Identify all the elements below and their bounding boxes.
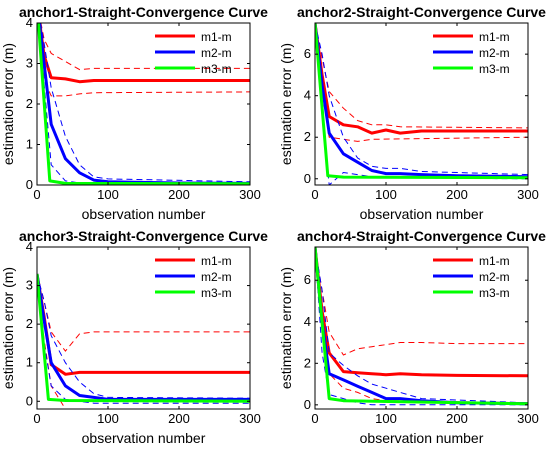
- x-tick-label: 200: [168, 411, 190, 426]
- x-axis-label: observation number: [82, 430, 206, 446]
- x-axis-label: observation number: [360, 430, 484, 446]
- legend: m1-m m2-m m3-m: [155, 254, 232, 300]
- series-m1-m-upper-bound: [315, 23, 528, 129]
- plot-lines: [37, 23, 250, 185]
- plot-lines: [37, 273, 250, 409]
- x-tick-label: 100: [97, 187, 119, 202]
- legend: m1-m m2-m m3-m: [433, 254, 510, 300]
- y-tick-label: 4: [26, 15, 33, 30]
- legend-label-m1-m: m1-m: [201, 30, 232, 44]
- y-tick-label: 2: [304, 355, 311, 370]
- legend-label-m1-m: m1-m: [479, 30, 510, 44]
- x-tick-label: 200: [446, 411, 468, 426]
- axes-frame: [314, 22, 529, 186]
- chart-title: anchor3-Straight-Convergence Curve: [19, 228, 268, 244]
- y-tick-label: 2: [26, 316, 33, 331]
- x-tick-label: 200: [168, 187, 190, 202]
- x-tick-label: 300: [239, 411, 261, 426]
- legend-label-m2-m: m2-m: [479, 270, 510, 284]
- x-tick-label: 100: [97, 411, 119, 426]
- legend-label-m1-m: m1-m: [479, 254, 510, 268]
- x-tick-label: 100: [375, 187, 397, 202]
- y-tick-label: 1: [26, 137, 33, 152]
- series-m2-m-upper-bound: [40, 23, 250, 183]
- y-tick-label: 4: [304, 314, 311, 329]
- legend-label-m2-m: m2-m: [201, 46, 232, 60]
- axes-frame: [314, 246, 529, 410]
- y-tick-label: 2: [26, 96, 33, 111]
- series-m2-m-lower-bound: [315, 247, 528, 406]
- series-m1-m-upper-bound: [315, 247, 528, 356]
- series-m2-m-line: [37, 273, 250, 401]
- plot-area: [37, 247, 250, 409]
- plot-lines: [315, 247, 528, 406]
- series-m3-m-line: [315, 23, 528, 180]
- legend-label-m3-m: m3-m: [479, 62, 510, 76]
- x-tick-label: 200: [446, 187, 468, 202]
- chart-title: anchor4-Straight-Convergence Curve: [297, 228, 546, 244]
- series-m1-m-line: [38, 23, 250, 84]
- x-tick-label: 0: [33, 187, 40, 202]
- chart-panel-2: 0 100 200 300 0 2 4 6 anchor2-Straight-Convergen…: [278, 4, 546, 222]
- series-m2-m-upper-bound: [37, 273, 250, 399]
- x-tick-label: 300: [517, 411, 539, 426]
- y-tick-label: 0: [304, 171, 311, 186]
- series-m2-m-upper-bound: [315, 23, 528, 176]
- series-m1-m-upper-bound: [37, 273, 250, 352]
- y-tick-label: 4: [304, 88, 311, 103]
- y-tick-label: 3: [26, 56, 33, 71]
- y-tick-label: 3: [26, 278, 33, 293]
- x-tick-label: 0: [311, 411, 318, 426]
- plot-area: [37, 23, 250, 185]
- y-tick-label: 6: [304, 46, 311, 61]
- x-tick-label: 100: [375, 411, 397, 426]
- y-axis-label: estimation error (m): [278, 267, 294, 389]
- chart-panel-1: 0 100 200 300 0 1 2 3 4anchor1-Straight-Converge…: [0, 4, 268, 222]
- x-tick-label: 0: [33, 411, 40, 426]
- chart-title: anchor2-Straight-Convergence Curve: [297, 4, 546, 20]
- x-tick-label: 0: [311, 187, 318, 202]
- legend-label-m3-m: m3-m: [479, 286, 510, 300]
- x-tick-label: 300: [517, 187, 539, 202]
- legend: m1-m m2-m m3-m: [155, 30, 232, 76]
- legend-label-m3-m: m3-m: [201, 286, 232, 300]
- y-tick-label: 2: [304, 129, 311, 144]
- chart-title: anchor1-Straight-Convergence Curve: [19, 4, 268, 20]
- x-tick-label: 300: [239, 187, 261, 202]
- y-tick-label: 0: [26, 177, 33, 192]
- legend-label-m1-m: m1-m: [201, 254, 232, 268]
- y-axis-label: estimation error (m): [0, 43, 16, 165]
- series-m2-m-line: [315, 23, 528, 179]
- series-m3-m-line: [37, 273, 250, 403]
- legend-label-m3-m: m3-m: [201, 62, 232, 76]
- series-m2-m-upper-bound: [315, 247, 528, 404]
- y-tick-label: 6: [304, 272, 311, 287]
- axes-frame: [36, 246, 251, 410]
- chart-panel-3: 0 100 200 300 0 1 2 3 4anchor3-Straight-Converge…: [0, 228, 268, 446]
- series-m3-m-line: [37, 23, 250, 185]
- y-tick-label: 4: [26, 239, 33, 254]
- x-axis-label: observation number: [82, 206, 206, 222]
- chart-panel-4: 0 100 200 300 0 2 4 6 anchor4-Straight-Convergen…: [278, 228, 546, 446]
- x-axis-label: observation number: [360, 206, 484, 222]
- y-tick-label: 1: [26, 355, 33, 370]
- legend: m1-m m2-m m3-m: [433, 30, 510, 76]
- series-m1-m-line: [315, 23, 528, 135]
- series-m1-m-line: [315, 247, 528, 378]
- plot-lines: [315, 23, 528, 185]
- y-axis-label: estimation error (m): [278, 43, 294, 165]
- y-tick-label: 0: [26, 393, 33, 408]
- y-axis-label: estimation error (m): [0, 267, 16, 389]
- series-m3-m-line: [315, 247, 528, 406]
- legend-label-m2-m: m2-m: [201, 270, 232, 284]
- y-tick-label: 0: [304, 397, 311, 412]
- legend-label-m2-m: m2-m: [479, 46, 510, 60]
